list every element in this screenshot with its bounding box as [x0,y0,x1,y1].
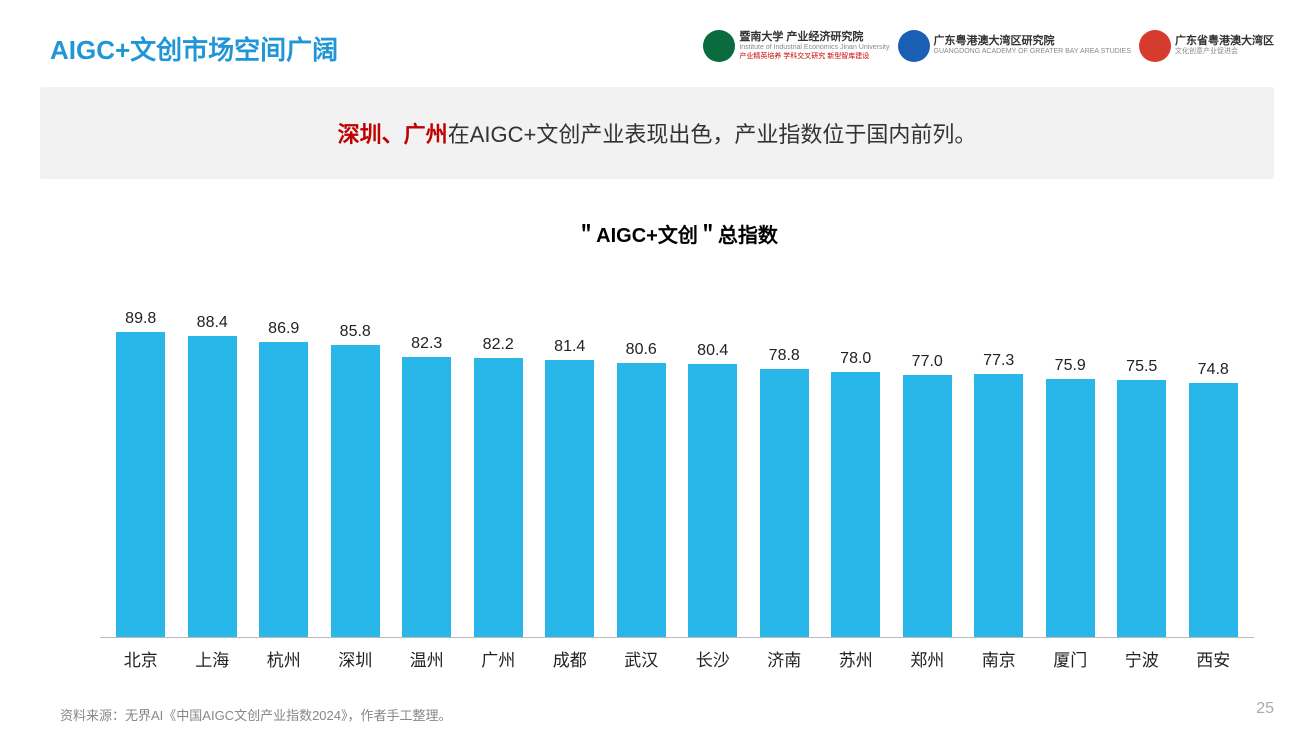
logo-badge-icon [703,30,735,62]
bar-category-label: 南京 [963,646,1035,671]
bar-category-label: 苏州 [820,646,892,671]
page-number: 25 [1256,700,1274,718]
bar-value-label: 81.4 [554,338,585,356]
bar-category-label: 北京 [105,646,177,671]
labels-row: 北京上海杭州深圳温州广州成都武汉长沙济南苏州郑州南京厦门宁波西安 [100,638,1254,671]
bar-slot: 85.8 [320,278,392,637]
bar-slot: 78.0 [820,278,892,637]
bar-category-label: 宁波 [1106,646,1178,671]
bar [474,358,523,637]
subtitle-text: 深圳、广州在AIGC+文创产业表现出色，产业指数位于国内前列。 [60,117,1254,149]
bar-category-label: 郑州 [892,646,964,671]
bar [1046,379,1095,637]
subtitle-band: 深圳、广州在AIGC+文创产业表现出色，产业指数位于国内前列。 [40,87,1274,179]
bar-category-label: 成都 [534,646,606,671]
logo-item: 广东省粤港澳大湾区文化创意产业促进会 [1139,30,1274,62]
bar-slot: 74.8 [1178,278,1250,637]
bar-slot: 86.9 [248,278,320,637]
subtitle-rest: 在AIGC+文创产业表现出色，产业指数位于国内前列。 [448,122,977,147]
bar-category-label: 广州 [463,646,535,671]
bar-value-label: 86.9 [268,320,299,338]
bar-value-label: 77.3 [983,352,1014,370]
bar-slot: 81.4 [534,278,606,637]
bar [903,375,952,637]
logo-group: 暨南大学 产业经济研究院Institute of Industrial Econ… [703,30,1274,62]
bar-category-label: 深圳 [320,646,392,671]
bar [617,363,666,637]
bar [831,372,880,637]
bar [259,342,308,637]
bar-category-label: 厦门 [1035,646,1107,671]
bar [545,360,594,637]
bar-chart: ＂AIGC+文创＂总指数 89.8 88.4 86.9 85.8 82.3 82.2 81.… [100,219,1254,671]
logo-badge-icon [1139,30,1171,62]
bar [688,364,737,637]
bar-value-label: 75.5 [1126,358,1157,376]
bar-slot: 75.5 [1106,278,1178,637]
bar [402,357,451,637]
bar-slot: 80.4 [677,278,749,637]
bar-value-label: 88.4 [197,314,228,332]
bar-slot: 82.2 [463,278,535,637]
chart-title: ＂AIGC+文创＂总指数 [100,219,1254,248]
subtitle-highlight: 深圳、广州 [338,122,448,147]
bar-value-label: 82.3 [411,335,442,353]
bar-slot: 77.3 [963,278,1035,637]
bar-value-label: 78.0 [840,350,871,368]
bar-value-label: 74.8 [1198,361,1229,379]
bar-slot: 88.4 [177,278,249,637]
bar-slot: 78.8 [749,278,821,637]
bar-category-label: 温州 [391,646,463,671]
bar-category-label: 长沙 [677,646,749,671]
bar [760,369,809,637]
bar-slot: 89.8 [105,278,177,637]
bar-value-label: 89.8 [125,310,156,328]
bar-slot: 80.6 [606,278,678,637]
bar-value-label: 82.2 [483,336,514,354]
logo-item: 广东粤港澳大湾区研究院GUANGDONG ACADEMY OF GREATER … [898,30,1131,62]
bar-value-label: 78.8 [769,347,800,365]
bar-value-label: 75.9 [1055,357,1086,375]
bar-category-label: 上海 [177,646,249,671]
bar-value-label: 85.8 [340,323,371,341]
bar-value-label: 80.4 [697,342,728,360]
bar-slot: 82.3 [391,278,463,637]
bar [188,336,237,637]
page-title: AIGC+文创市场空间广阔 [50,30,338,67]
bar [1189,383,1238,637]
bar-category-label: 杭州 [248,646,320,671]
bar-slot: 75.9 [1035,278,1107,637]
logo-text: 广东省粤港澳大湾区文化创意产业促进会 [1175,35,1274,57]
header: AIGC+文创市场空间广阔 暨南大学 产业经济研究院Institute of I… [0,0,1314,67]
logo-text: 暨南大学 产业经济研究院Institute of Industrial Econ… [739,31,889,61]
bar [331,345,380,637]
bar-category-label: 西安 [1178,646,1250,671]
logo-item: 暨南大学 产业经济研究院Institute of Industrial Econ… [703,30,889,62]
bar-value-label: 77.0 [912,353,943,371]
bar [974,374,1023,637]
logo-text: 广东粤港澳大湾区研究院GUANGDONG ACADEMY OF GREATER … [934,35,1131,57]
logo-badge-icon [898,30,930,62]
bar [1117,380,1166,637]
bar-category-label: 济南 [749,646,821,671]
bar-category-label: 武汉 [606,646,678,671]
bars-container: 89.8 88.4 86.9 85.8 82.3 82.2 81.4 80.6 80.4 78.8… [100,278,1254,638]
bar-value-label: 80.6 [626,341,657,359]
source-note: 资料来源：无界AI《中国AIGC文创产业指数2024》，作者手工整理。 [60,705,452,724]
bar [116,332,165,637]
bar-slot: 77.0 [892,278,964,637]
